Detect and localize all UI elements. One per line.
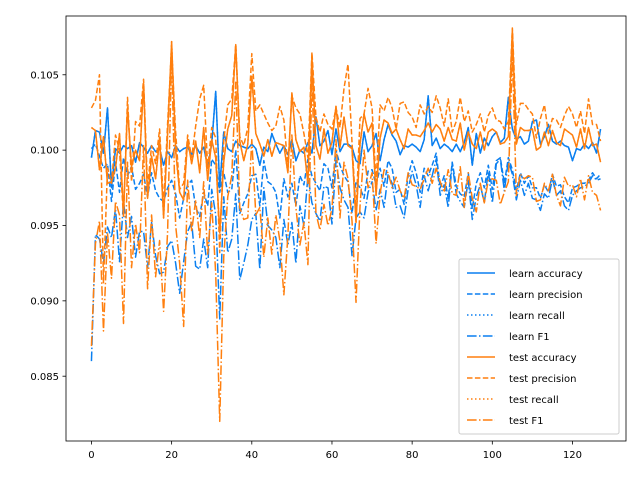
- series-line-test-precision: [90, 27, 602, 284]
- legend-label: test accuracy: [509, 353, 577, 364]
- x-tick-label: 120: [563, 450, 582, 461]
- legend-label: test precision: [509, 374, 577, 385]
- x-tick-label: 80: [406, 450, 419, 461]
- y-tick-label: 0.090: [30, 296, 59, 307]
- x-tick-label: 20: [165, 450, 178, 461]
- series-line-test-f1: [90, 52, 602, 423]
- legend-label: learn accuracy: [509, 269, 583, 280]
- y-tick-label: 0.085: [30, 372, 59, 383]
- x-axis: 0 20 40 60 80 100 120: [88, 441, 582, 461]
- legend-label: test F1: [509, 416, 544, 427]
- series-line-learn-precision: [90, 143, 602, 219]
- series-layer: [90, 27, 602, 423]
- x-tick-label: 0: [88, 450, 94, 461]
- y-tick-label: 0.105: [30, 70, 59, 81]
- legend-label: learn F1: [509, 332, 550, 343]
- y-tick-label: 0.100: [30, 146, 59, 157]
- legend: learn accuracy learn precision learn recal…: [458, 258, 620, 435]
- x-tick-label: 100: [483, 450, 502, 461]
- x-tick-label: 40: [245, 450, 258, 461]
- y-tick-label: 0.095: [30, 221, 59, 232]
- legend-label: learn precision: [509, 290, 583, 301]
- series-line-test-recall: [90, 30, 602, 234]
- legend-box: [458, 258, 620, 435]
- series-line-learn-f1: [90, 158, 601, 362]
- x-tick-label: 60: [326, 450, 339, 461]
- legend-label: learn recall: [509, 311, 565, 322]
- axes-frame: [65, 15, 627, 442]
- legend-label: test recall: [509, 395, 559, 406]
- y-axis: 0.085 0.090 0.095 0.100 0.105: [30, 70, 66, 383]
